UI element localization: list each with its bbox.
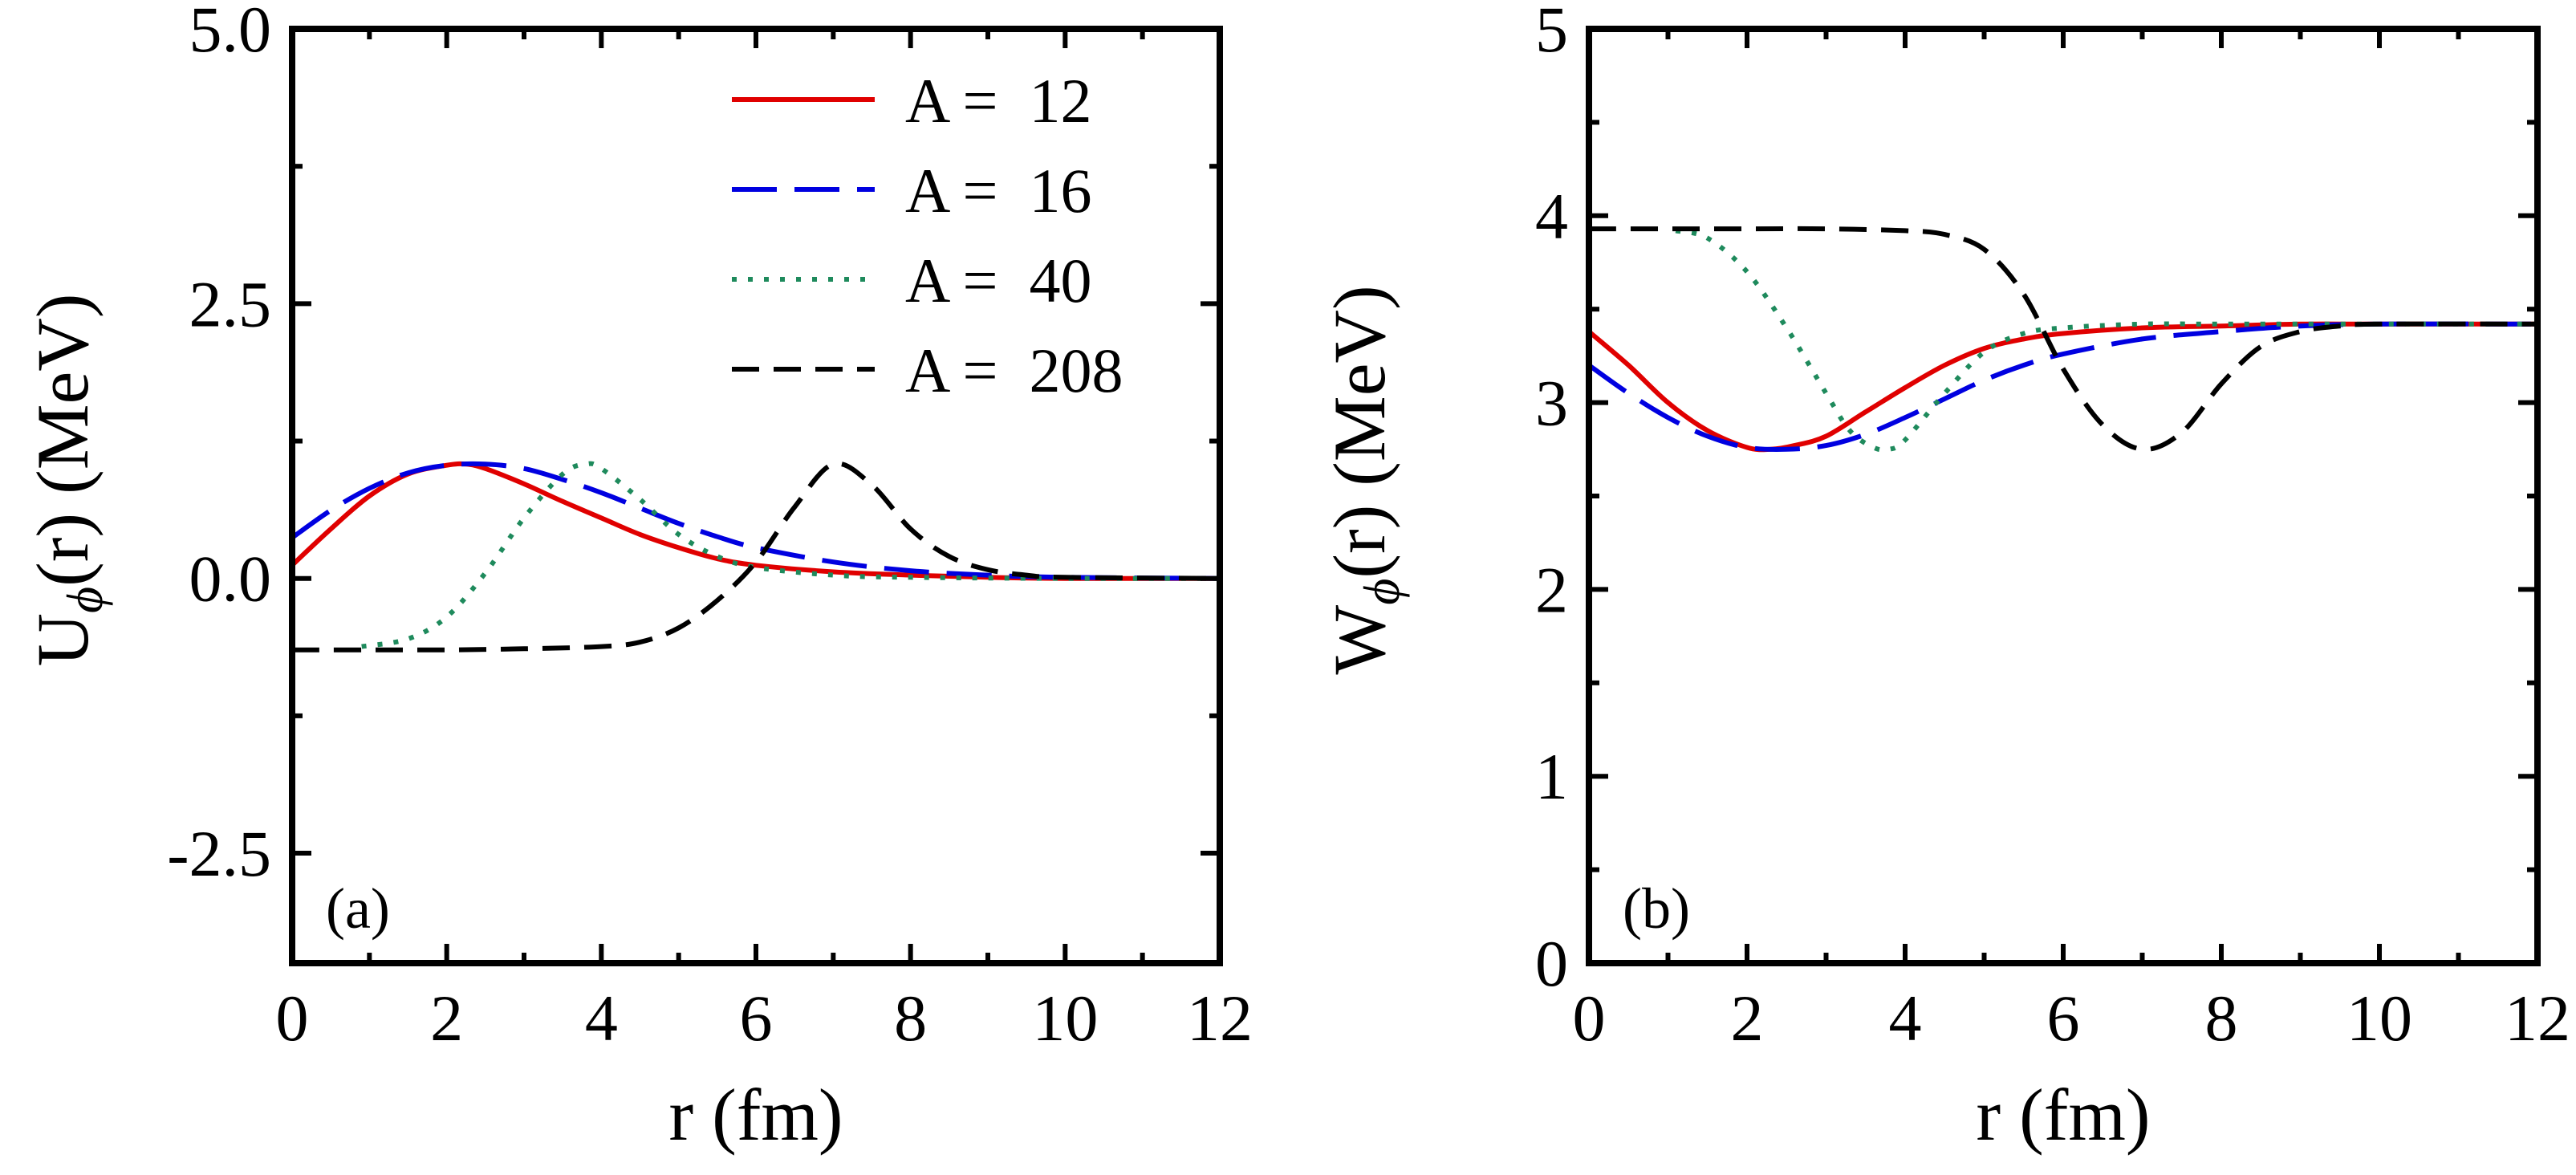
- panel-a-y-tick-label: 2.5: [189, 267, 272, 340]
- legend-label-0: A = 12: [905, 66, 1092, 136]
- legend-label-3: A = 208: [905, 335, 1123, 405]
- panel-a-x-tick-label: 10: [1032, 982, 1098, 1055]
- panel-a-x-tick-label: 8: [894, 982, 927, 1055]
- panel-a-tick-layer: 0 2 4 6 8 10 12 -2.5 0.0 2.5 5.0: [167, 0, 1253, 1055]
- panel-a-x-tick-label: 12: [1187, 982, 1253, 1055]
- panel-b-tag: (b): [1623, 876, 1690, 941]
- panel-b-y-tick-label: 2: [1535, 553, 1568, 626]
- panel-a-series-layer: [292, 461, 1220, 653]
- panel-a-x-tick-label: 0: [276, 982, 309, 1055]
- panel-b-x-tick-label: 10: [2346, 982, 2412, 1055]
- panel-b-series-2-line: [1675, 228, 2537, 453]
- panel-b-x-tick-label: 4: [1889, 982, 1922, 1055]
- panel-b-series-layer: [1589, 226, 2537, 453]
- panel-a-y-tick-label: -2.5: [167, 817, 271, 890]
- panel-b-x-axis-label: r (fm): [1976, 1074, 2150, 1156]
- panel-a-x-tick-label: 6: [740, 982, 773, 1055]
- panel-a-tag: (a): [326, 876, 390, 941]
- panel-a-y-tick-label: 0.0: [189, 543, 272, 616]
- panel-b-series-0-line: [1589, 321, 2537, 453]
- panel-b-y-tick-label: 4: [1535, 180, 1568, 253]
- panel-b-y-tick-label: 1: [1535, 740, 1568, 813]
- panel-b-y-axis-label: Wϕ(r) (MeV): [1318, 285, 1410, 674]
- panel-b-y-tick-label: 5: [1535, 0, 1568, 66]
- panel-a-series-0-line: [292, 461, 1220, 581]
- panel-a-series-1-line: [292, 461, 1220, 581]
- panel-a-y-axis-label-rest: (r) (MeV): [22, 294, 104, 587]
- panel-a-y-axis-label-main: U: [22, 613, 104, 666]
- panel-a-x-axis-label: r (fm): [668, 1074, 843, 1156]
- panel-b-y-axis-label-rest: (r) (MeV): [1318, 285, 1400, 578]
- panel-a-x-tick-label: 2: [430, 982, 463, 1055]
- panel-a-y-axis-label-subscript: ϕ: [56, 587, 113, 613]
- panel-a-series-3-line: [292, 461, 1220, 653]
- panel-b-y-axis-label-subscript: ϕ: [1353, 579, 1410, 605]
- panel-b-plot-frame: [1586, 26, 2541, 966]
- panel-a-y-axis-label: Uϕ(r) (MeV): [22, 294, 113, 667]
- panel-b-x-tick-label: 0: [1573, 982, 1606, 1055]
- panel-b-x-tick-label: 6: [2047, 982, 2080, 1055]
- panel-a-y-tick-label: 5.0: [189, 0, 272, 66]
- legend: A = 12 A = 16 A = 40 A = 208: [732, 66, 1123, 405]
- panel-a-plot-frame: [289, 26, 1223, 966]
- panel-a-x-tick-label: 4: [585, 982, 618, 1055]
- panel-b-y-tick-label: 3: [1535, 367, 1568, 440]
- panel-b-x-tick-label: 2: [1731, 982, 1764, 1055]
- panel-b-x-tick-label: 8: [2205, 982, 2238, 1055]
- panel-b-series-1-line: [1589, 321, 2537, 452]
- panel-b-x-tick-label: 12: [2505, 982, 2570, 1055]
- panel-b-series-3-line: [1589, 226, 2537, 452]
- panel-a-series-2-line: [361, 461, 1220, 649]
- legend-label-2: A = 40: [905, 246, 1092, 315]
- panel-b-y-tick-label: 0: [1535, 927, 1568, 1000]
- legend-label-1: A = 16: [905, 156, 1092, 226]
- panel-a: 0 2 4 6 8 10 12 -2.5 0.0 2.5 5.0 (a) r (fm) Uϕ(r) …: [22, 0, 1253, 1156]
- panel-b-y-axis-label-main: W: [1318, 605, 1400, 675]
